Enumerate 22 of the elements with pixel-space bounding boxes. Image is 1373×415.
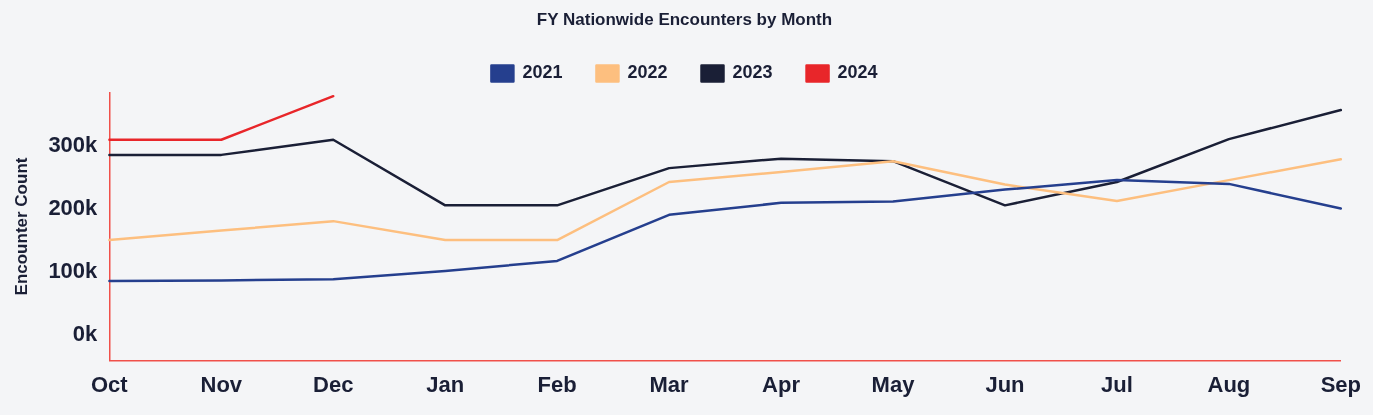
x-tick-label: Oct xyxy=(91,371,129,397)
chart-title: FY Nationwide Encounters by Month xyxy=(536,9,833,29)
x-tick-label: Feb xyxy=(537,371,577,397)
legend-label: 2022 xyxy=(627,62,668,83)
y-tick-label: 100k xyxy=(48,258,99,284)
x-tick-label: Aug xyxy=(1207,371,1251,397)
y-tick-label: 0k xyxy=(72,321,99,347)
x-tick-label: Jul xyxy=(1101,371,1133,397)
y-axis-title: Encounter Count xyxy=(11,157,31,296)
legend-label: 2023 xyxy=(732,62,773,83)
x-tick-label: Dec xyxy=(313,371,354,397)
y-tick-label: 300k xyxy=(48,132,99,158)
y-tick-label: 200k xyxy=(48,195,99,221)
x-tick-label: Sep xyxy=(1320,371,1362,397)
x-tick-label: Mar xyxy=(649,371,690,397)
x-tick-label: May xyxy=(871,371,916,397)
x-tick-label: Jun xyxy=(985,371,1025,397)
x-tick-label: Nov xyxy=(200,371,243,397)
x-tick-label: Jan xyxy=(426,371,465,397)
x-tick-label: Apr xyxy=(762,371,801,397)
legend-label: 2021 xyxy=(522,62,563,83)
legend-label: 2024 xyxy=(837,62,878,83)
